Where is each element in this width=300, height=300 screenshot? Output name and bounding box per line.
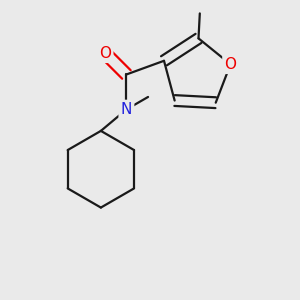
- Text: N: N: [121, 102, 132, 117]
- Text: O: O: [224, 57, 236, 72]
- Text: O: O: [99, 46, 111, 61]
